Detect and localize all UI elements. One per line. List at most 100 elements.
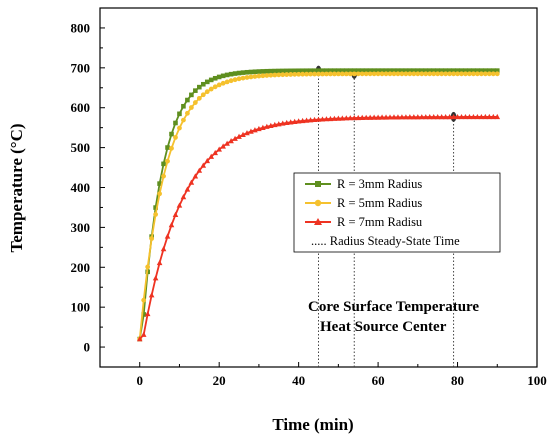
data-point xyxy=(228,71,234,77)
data-point xyxy=(308,71,313,77)
data-point xyxy=(256,69,262,74)
data-point xyxy=(197,84,202,90)
data-point xyxy=(399,68,405,73)
data-point xyxy=(367,68,373,73)
x-tick-label: 40 xyxy=(292,373,305,388)
data-point xyxy=(458,113,465,120)
data-point xyxy=(431,68,437,73)
data-point xyxy=(208,77,214,83)
data-point xyxy=(260,73,266,79)
data-point xyxy=(185,97,190,103)
data-point xyxy=(165,158,170,164)
data-point xyxy=(192,173,199,179)
data-point xyxy=(316,71,321,77)
data-point xyxy=(268,68,274,74)
data-point xyxy=(232,77,238,83)
data-point xyxy=(268,72,274,78)
data-point xyxy=(407,68,413,73)
data-point xyxy=(371,114,377,120)
data-point xyxy=(367,114,373,120)
data-point xyxy=(339,71,345,77)
data-point xyxy=(169,145,174,151)
data-point xyxy=(264,73,270,78)
data-point xyxy=(200,162,207,168)
data-point xyxy=(264,68,270,74)
data-point xyxy=(395,71,401,77)
data-point xyxy=(455,68,460,73)
data-point xyxy=(478,113,485,120)
data-point xyxy=(395,68,401,73)
data-point xyxy=(283,119,290,126)
data-point xyxy=(228,78,234,84)
data-point xyxy=(455,71,460,77)
x-tick-label: 80 xyxy=(451,373,464,388)
data-point xyxy=(407,71,413,77)
data-point xyxy=(324,71,329,77)
data-point xyxy=(287,119,294,125)
data-point xyxy=(470,113,477,120)
data-point xyxy=(407,114,413,120)
data-point xyxy=(379,71,385,77)
data-point xyxy=(204,79,210,85)
data-point xyxy=(391,71,397,77)
data-point xyxy=(343,71,349,77)
data-point xyxy=(216,146,222,152)
data-point xyxy=(169,131,174,137)
data-point xyxy=(272,72,278,78)
data-point xyxy=(482,71,488,77)
data-point xyxy=(141,312,146,317)
data-point xyxy=(220,80,226,86)
data-point xyxy=(196,167,203,173)
data-point xyxy=(494,68,500,73)
series-5mm xyxy=(137,71,500,342)
data-point xyxy=(288,68,293,74)
data-point xyxy=(351,68,357,73)
data-point xyxy=(482,113,489,120)
x-tick-label: 20 xyxy=(213,373,226,388)
legend-marker-3mm xyxy=(315,181,321,187)
y-tick-label: 0 xyxy=(84,340,91,355)
data-point xyxy=(296,71,302,77)
data-point xyxy=(351,114,358,121)
data-point xyxy=(411,68,417,73)
data-point xyxy=(224,72,230,78)
data-point xyxy=(248,74,254,80)
legend-label-3mm: R = 3mm Radius xyxy=(337,177,422,191)
data-point xyxy=(292,68,297,74)
y-tick-label: 200 xyxy=(71,260,91,275)
data-point xyxy=(347,71,353,77)
data-point xyxy=(475,68,480,73)
data-point xyxy=(244,69,250,75)
data-point xyxy=(387,68,393,73)
data-point xyxy=(411,71,417,77)
data-point xyxy=(212,84,218,90)
data-point xyxy=(157,191,162,197)
y-tick-label: 700 xyxy=(71,60,91,75)
data-point xyxy=(248,69,254,75)
data-point xyxy=(232,135,238,141)
data-point xyxy=(339,115,346,121)
data-point xyxy=(304,71,309,77)
data-point xyxy=(252,74,258,79)
data-point xyxy=(391,114,397,120)
data-point xyxy=(442,114,449,120)
data-point xyxy=(383,114,389,120)
data-point xyxy=(299,117,306,124)
data-point xyxy=(148,292,155,298)
data-point xyxy=(419,71,425,77)
data-point xyxy=(316,68,321,73)
data-point xyxy=(355,68,361,73)
data-point xyxy=(296,68,301,74)
data-point xyxy=(161,173,166,179)
data-point xyxy=(467,68,472,73)
data-point xyxy=(161,161,166,167)
x-tick-label: 100 xyxy=(527,373,547,388)
data-point xyxy=(343,115,350,121)
data-point xyxy=(311,116,318,123)
data-point xyxy=(228,138,234,144)
data-point xyxy=(478,71,484,77)
data-point xyxy=(300,68,305,74)
data-point xyxy=(204,89,210,95)
data-point xyxy=(415,68,421,73)
